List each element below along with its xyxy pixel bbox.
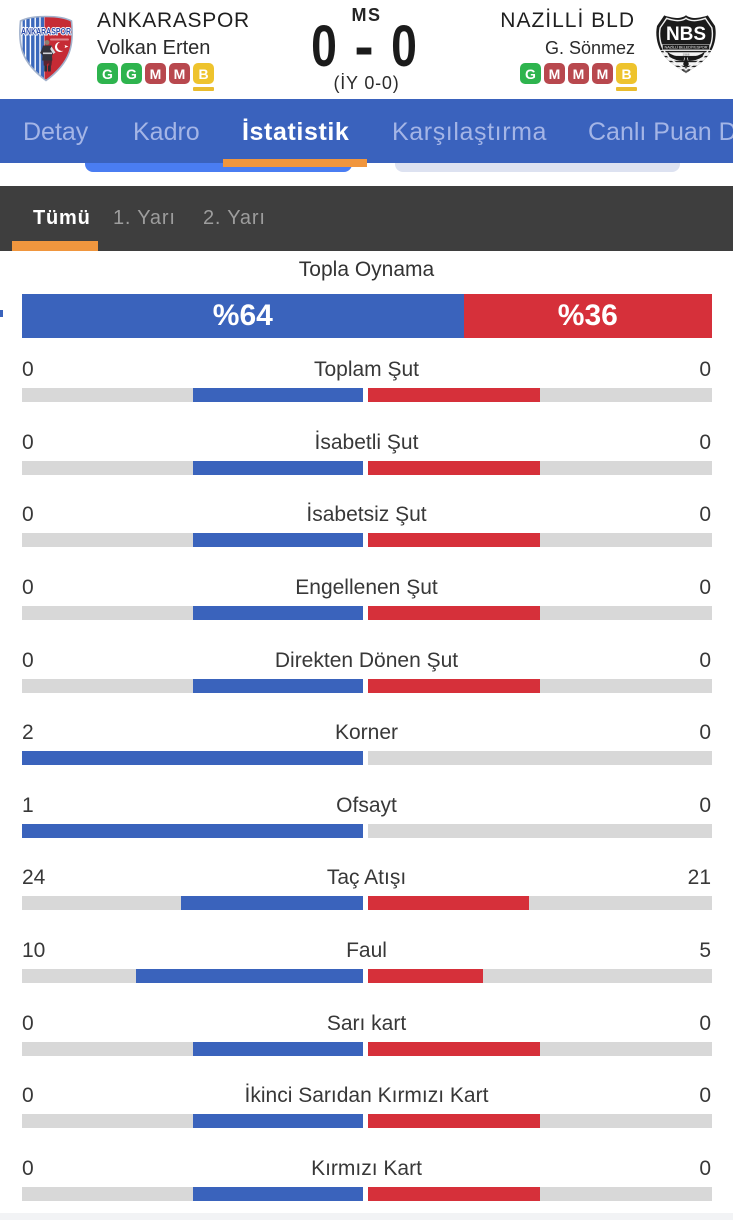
svg-text:NAZİLLİ BELEDİYESPOR: NAZİLLİ BELEDİYESPOR (665, 45, 708, 50)
svg-text:ANKARASPOR: ANKARASPOR (21, 27, 71, 37)
svg-text:1968: 1968 (683, 53, 690, 57)
svg-text:NBS: NBS (666, 24, 706, 45)
